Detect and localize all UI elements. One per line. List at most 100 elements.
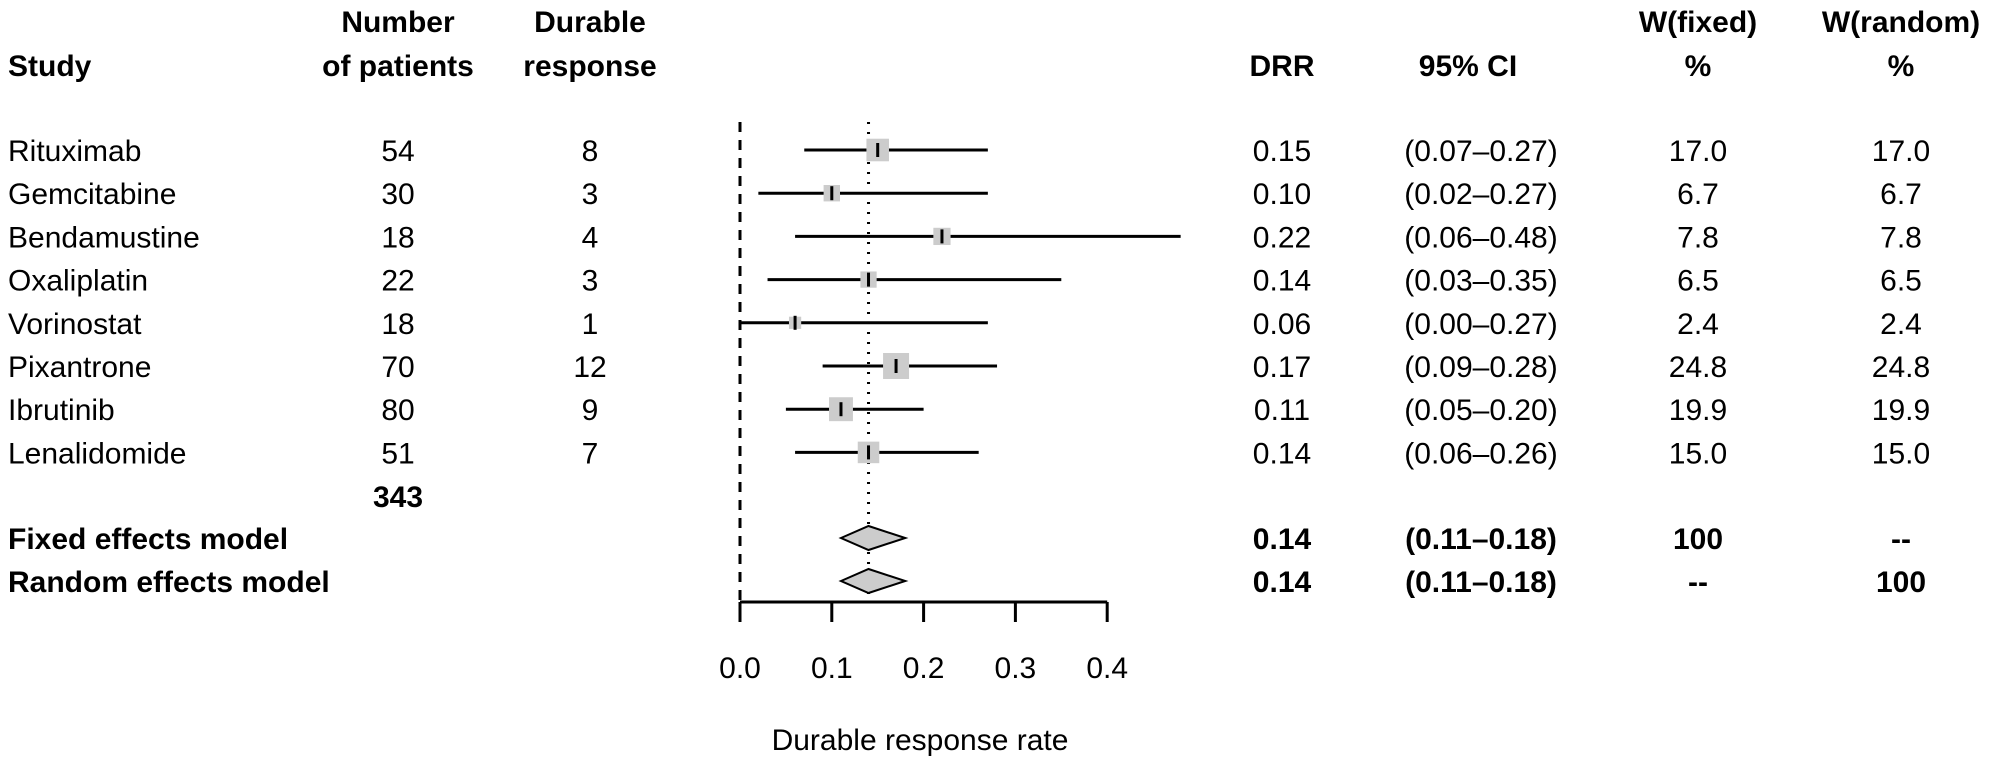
ci-value: (0.02–0.27) — [1404, 178, 1557, 211]
ci-value: (0.03–0.35) — [1404, 265, 1557, 298]
study-name: Oxaliplatin — [8, 265, 148, 298]
responses-count: 8 — [582, 135, 599, 168]
header-wfixed-line2: % — [1685, 50, 1712, 83]
responses-count: 12 — [573, 351, 606, 384]
patients-count: 30 — [381, 178, 414, 211]
header-ci: 95% CI — [1419, 50, 1517, 83]
summary-w-fixed: -- — [1688, 566, 1708, 599]
header-wfixed-line1: W(fixed) — [1639, 6, 1757, 39]
drr-value: 0.22 — [1253, 221, 1311, 254]
summary-row: Random effects model 0.14 (0.11–0.18) -- 100 — [8, 566, 1926, 599]
reference-lines — [738, 122, 871, 602]
column-headers: Study Number of patients Durable respons… — [8, 6, 1980, 83]
summary-w-random: -- — [1891, 523, 1911, 556]
study-name: Gemcitabine — [8, 178, 176, 211]
summary-drr: 0.14 — [1253, 566, 1312, 599]
w-random-value: 2.4 — [1880, 308, 1922, 341]
drr-value: 0.14 — [1253, 437, 1311, 470]
study-row: Ibrutinib 80 9 0.11 (0.05–0.20) 19.9 19.9 — [8, 394, 1930, 427]
ci-value: (0.07–0.27) — [1404, 135, 1557, 168]
ci-value: (0.05–0.20) — [1404, 394, 1557, 427]
summary-diamond — [838, 524, 909, 552]
w-fixed-value: 17.0 — [1669, 135, 1727, 168]
total-patients: 343 — [373, 481, 423, 514]
w-random-value: 6.7 — [1880, 178, 1922, 211]
patients-count: 18 — [381, 308, 414, 341]
w-fixed-value: 19.9 — [1669, 394, 1727, 427]
summary-row: Fixed effects model 0.14 (0.11–0.18) 100 -- — [8, 523, 1911, 556]
header-wrandom-line2: % — [1888, 50, 1915, 83]
study-name: Bendamustine — [8, 221, 200, 254]
w-random-value: 24.8 — [1872, 351, 1930, 384]
ci-value: (0.09–0.28) — [1404, 351, 1557, 384]
study-row: Vorinostat 18 1 0.06 (0.00–0.27) 2.4 2.4 — [8, 308, 1922, 341]
header-drr: DRR — [1250, 50, 1315, 83]
w-fixed-value: 2.4 — [1677, 308, 1719, 341]
study-name: Ibrutinib — [8, 394, 115, 427]
study-row: Rituximab 54 8 0.15 (0.07–0.27) 17.0 17.0 — [8, 135, 1930, 168]
summary-diamond — [838, 567, 909, 595]
summary-label: Random effects model — [8, 566, 330, 599]
w-random-value: 15.0 — [1872, 437, 1930, 470]
w-random-value: 17.0 — [1872, 135, 1930, 168]
study-row: Oxaliplatin 22 3 0.14 (0.03–0.35) 6.5 6.5 — [8, 265, 1922, 298]
x-tick-label: 0.4 — [1086, 652, 1128, 685]
patients-count: 54 — [381, 135, 414, 168]
study-rows: Rituximab 54 8 0.15 (0.07–0.27) 17.0 17.0 Gemci… — [8, 135, 1930, 470]
x-axis-title: Durable response rate — [772, 724, 1069, 757]
w-random-value: 6.5 — [1880, 265, 1922, 298]
w-fixed-value: 24.8 — [1669, 351, 1727, 384]
drr-value: 0.17 — [1253, 351, 1311, 384]
responses-count: 9 — [582, 394, 599, 427]
drr-value: 0.10 — [1253, 178, 1311, 211]
summary-ci: (0.11–0.18) — [1405, 523, 1557, 556]
study-name: Vorinostat — [8, 308, 142, 341]
w-random-value: 19.9 — [1872, 394, 1930, 427]
patients-count: 80 — [381, 394, 414, 427]
drr-value: 0.14 — [1253, 265, 1311, 298]
patients-count: 70 — [381, 351, 414, 384]
responses-count: 3 — [582, 265, 599, 298]
summary-ci: (0.11–0.18) — [1405, 566, 1557, 599]
responses-count: 7 — [582, 437, 599, 470]
header-durable-line1: Durable — [534, 6, 646, 39]
responses-count: 4 — [582, 221, 599, 254]
w-random-value: 7.8 — [1880, 221, 1922, 254]
study-name: Rituximab — [8, 135, 141, 168]
w-fixed-value: 15.0 — [1669, 437, 1727, 470]
x-axis: 0.0 0.1 0.2 0.3 0.4 — [719, 600, 1128, 685]
study-name: Pixantrone — [8, 351, 151, 384]
study-row: Lenalidomide 51 7 0.14 (0.06–0.26) 15.0 15.0 — [8, 437, 1930, 470]
study-row: Gemcitabine 30 3 0.10 (0.02–0.27) 6.7 6.7 — [8, 178, 1922, 211]
header-patients-line1: Number — [341, 6, 455, 39]
ci-value: (0.06–0.26) — [1404, 437, 1557, 470]
x-tick-label: 0.0 — [719, 652, 761, 685]
responses-count: 3 — [582, 178, 599, 211]
patients-count: 22 — [381, 265, 414, 298]
w-fixed-value: 6.5 — [1677, 265, 1719, 298]
header-durable-line2: response — [523, 50, 656, 83]
summary-w-fixed: 100 — [1673, 523, 1723, 556]
w-fixed-value: 6.7 — [1677, 178, 1719, 211]
study-name: Lenalidomide — [8, 437, 186, 470]
study-row: Pixantrone 70 12 0.17 (0.09–0.28) 24.8 24.8 — [8, 351, 1930, 384]
header-wrandom-line1: W(random) — [1822, 6, 1980, 39]
ci-value: (0.00–0.27) — [1404, 308, 1557, 341]
patients-count: 18 — [381, 221, 414, 254]
responses-count: 1 — [582, 308, 599, 341]
header-study: Study — [8, 50, 92, 83]
drr-value: 0.15 — [1253, 135, 1311, 168]
summary-w-random: 100 — [1876, 566, 1926, 599]
x-tick-label: 0.3 — [995, 652, 1037, 685]
summary-label: Fixed effects model — [8, 523, 288, 556]
summary-drr: 0.14 — [1253, 523, 1312, 556]
study-row: Bendamustine 18 4 0.22 (0.06–0.48) 7.8 7.8 — [8, 221, 1922, 254]
drr-value: 0.06 — [1253, 308, 1311, 341]
x-tick-label: 0.1 — [811, 652, 853, 685]
summary-rows: Fixed effects model 0.14 (0.11–0.18) 100 --R… — [8, 523, 1926, 599]
w-fixed-value: 7.8 — [1677, 221, 1719, 254]
drr-value: 0.11 — [1254, 394, 1310, 427]
ci-value: (0.06–0.48) — [1404, 221, 1557, 254]
patients-count: 51 — [381, 437, 414, 470]
